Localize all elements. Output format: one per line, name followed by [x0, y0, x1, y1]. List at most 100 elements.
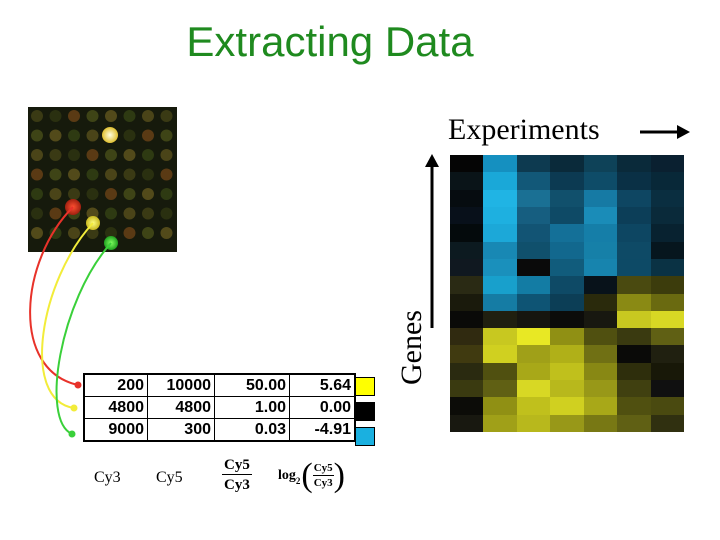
array-spot — [31, 227, 43, 239]
heatmap-cell — [516, 397, 551, 415]
log-word: log — [278, 468, 296, 483]
array-spot — [68, 110, 80, 122]
heatmap-cell — [550, 310, 584, 329]
array-spot — [49, 207, 62, 220]
heatmap-cell — [450, 328, 484, 346]
swatch-yellow — [355, 377, 375, 396]
log-base: 2 — [295, 476, 301, 486]
table-row: 4800 4800 1.00 0.00 — [83, 396, 356, 419]
heatmap-cell — [617, 172, 651, 190]
heatmap-cell — [483, 397, 517, 415]
label-ratio: Cy5 Cy3 — [222, 456, 252, 495]
array-spot — [31, 129, 43, 142]
heatmap-cell — [583, 293, 618, 311]
array-spot — [105, 188, 117, 200]
heatmap-cell — [583, 414, 618, 432]
heatmap-cell — [583, 310, 618, 329]
array-spot — [49, 227, 62, 239]
heatmap-cell — [450, 258, 484, 277]
heatmap-cell — [650, 241, 684, 259]
table-cell-log: 5.64 — [289, 373, 356, 397]
label-log-ratio: log 2 ( Cy5 Cy3 ) — [278, 459, 345, 493]
array-spot — [105, 207, 117, 220]
heatmap-cell — [650, 310, 684, 329]
array-spot — [86, 227, 99, 239]
microarray-image — [28, 107, 177, 252]
heatmap-cell — [617, 206, 651, 225]
heatmap-cell — [617, 362, 651, 381]
data-table: 200 10000 50.00 5.64 4800 4800 1.00 0.00 9000 300… — [83, 373, 356, 442]
array-spot — [105, 149, 117, 161]
heatmap-cell — [550, 276, 584, 294]
heatmap-cell — [516, 345, 551, 363]
heatmap-cell — [516, 362, 551, 381]
heatmap-cell — [483, 224, 517, 242]
heatmap-cell — [450, 224, 484, 242]
label-cy5: Cy5 — [156, 469, 183, 486]
heatmap-cell — [650, 362, 684, 381]
array-spot — [105, 168, 117, 181]
heatmap-cell — [516, 189, 551, 207]
heatmap-cell — [516, 258, 551, 277]
table-row: 200 10000 50.00 5.64 — [83, 373, 356, 397]
heatmap-cell — [550, 241, 584, 259]
heatmap-cell — [583, 345, 618, 363]
table-cell-log: 0.00 — [289, 396, 356, 419]
heatmap-cell — [450, 276, 484, 294]
page-title: Extracting Data — [186, 18, 474, 65]
heatmap-cell — [483, 380, 517, 398]
heatmap-cell — [617, 224, 651, 242]
heatmap-cell — [450, 397, 484, 415]
heatmap-cell — [550, 397, 584, 415]
heatmap-cell — [550, 345, 584, 363]
heatmap-cell — [550, 189, 584, 207]
connector-red — [29, 206, 79, 386]
array-spot — [86, 168, 99, 181]
array-spot — [142, 207, 154, 220]
heatmap-cell — [550, 328, 584, 346]
array-spot — [123, 110, 136, 122]
heatmap-cell — [650, 189, 684, 207]
heatmap-cell — [483, 172, 517, 190]
table-cell-ratio: 50.00 — [214, 373, 290, 397]
table-cell-cy5: 10000 — [147, 373, 215, 397]
heatmap-cell — [550, 414, 584, 432]
array-spot — [86, 110, 99, 122]
connector-dot-red — [74, 381, 82, 389]
heatmap-cell — [650, 155, 684, 173]
paren-close: ) — [333, 457, 345, 494]
heatmap-cell — [450, 189, 484, 207]
heatmap-cell — [483, 189, 517, 207]
log-denominator: Cy3 — [313, 477, 333, 489]
heatmap-cell — [450, 362, 484, 381]
array-spot — [123, 168, 136, 181]
array-spot — [68, 149, 80, 161]
array-spot — [160, 110, 173, 122]
array-spot — [68, 227, 80, 239]
table-cell-cy5: 300 — [147, 418, 215, 442]
heatmap-cell — [650, 397, 684, 415]
heatmap-cell — [583, 172, 618, 190]
array-spot — [86, 149, 99, 161]
array-spot — [142, 110, 154, 122]
heatmap-cell — [617, 155, 651, 173]
swatch-blue — [355, 427, 375, 446]
array-spot — [86, 129, 99, 142]
heatmap-cell — [450, 172, 484, 190]
heatmap-cell — [650, 258, 684, 277]
heatmap-cell — [550, 206, 584, 225]
heatmap-cell — [583, 241, 618, 259]
heatmap-cell — [516, 380, 551, 398]
heatmap-cell — [583, 328, 618, 346]
heatmap-cell — [650, 328, 684, 346]
heatmap-cell — [483, 293, 517, 311]
heatmap-cell — [650, 206, 684, 225]
heatmap-cell — [516, 206, 551, 225]
connector-lines — [29, 206, 112, 438]
heatmap-cell — [583, 189, 618, 207]
heatmap-cell — [650, 276, 684, 294]
table-cell-cy3: 4800 — [83, 396, 148, 419]
array-spot — [123, 207, 136, 220]
array-spot — [123, 129, 136, 142]
